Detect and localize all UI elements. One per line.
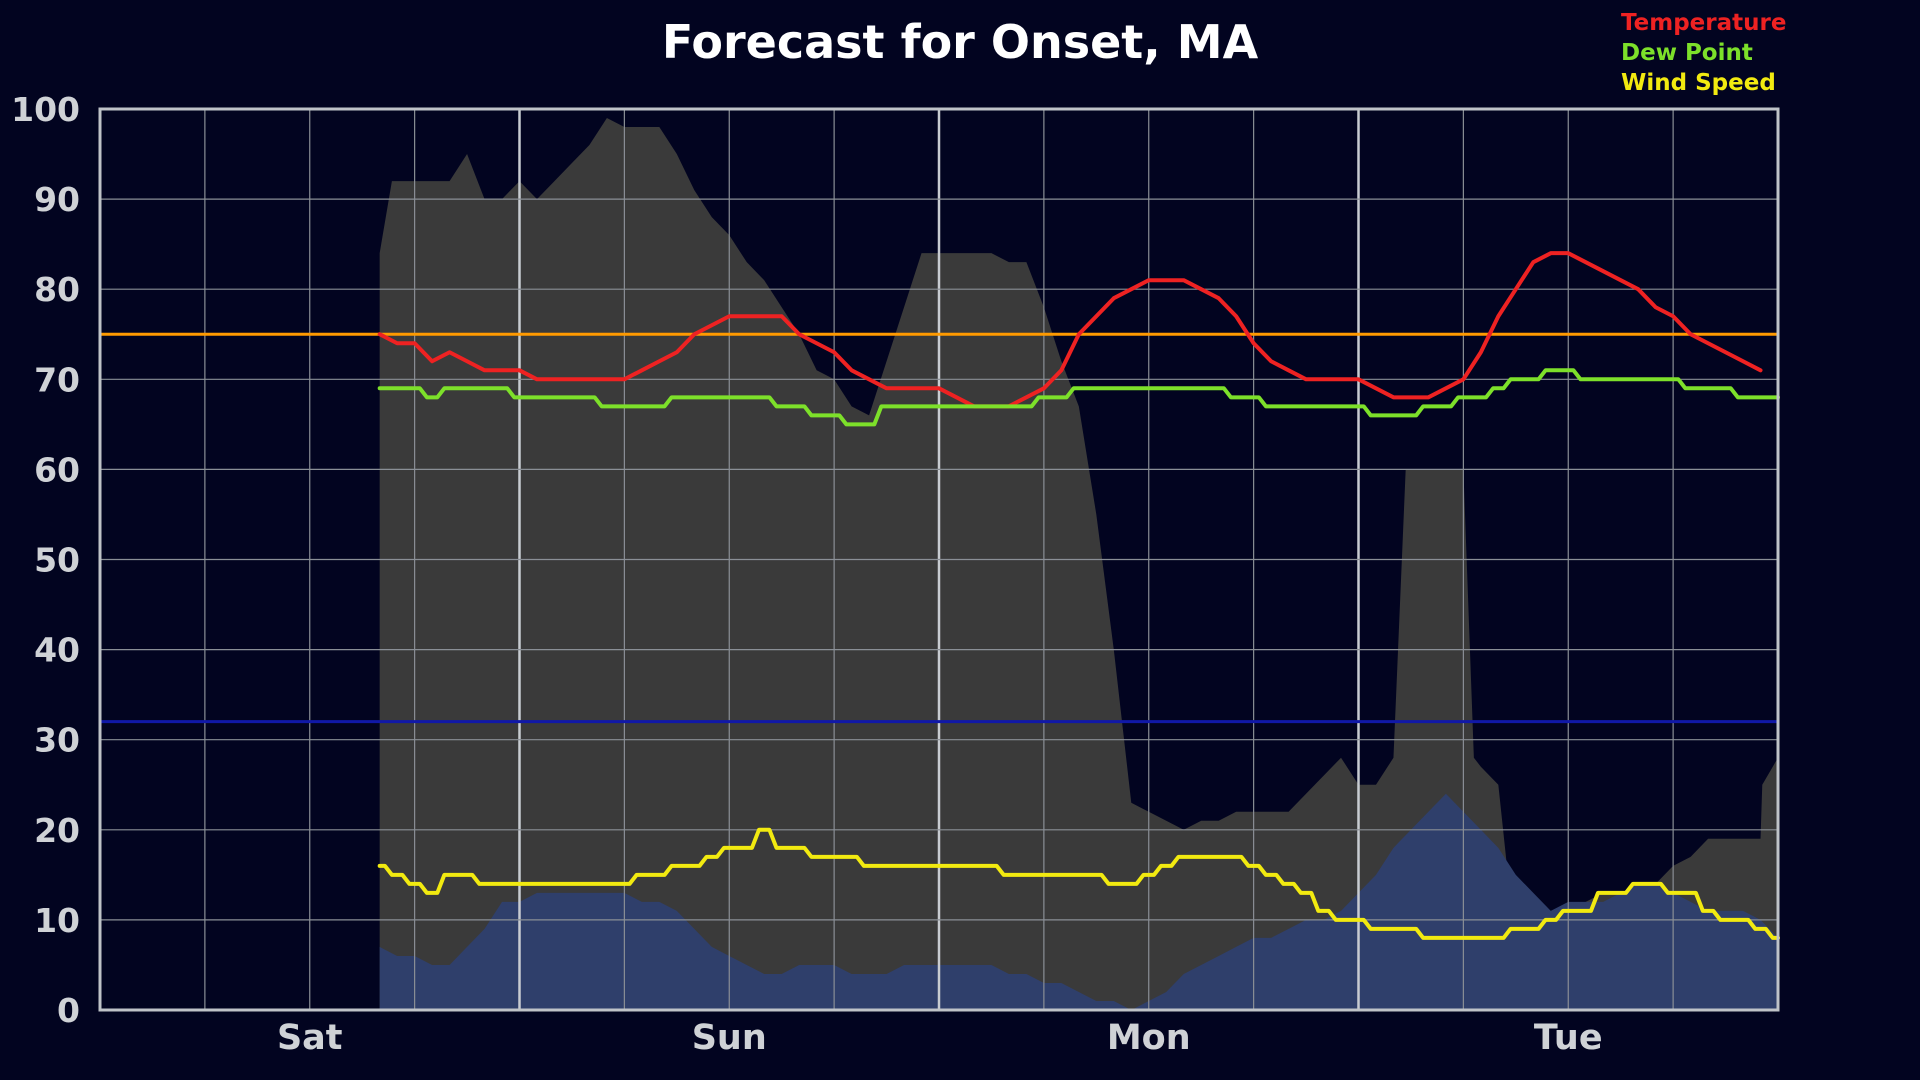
- y-tick-label: 20: [34, 811, 80, 850]
- y-tick-label: 0: [57, 991, 80, 1030]
- y-tick-label: 50: [34, 541, 80, 580]
- y-tick-label: 100: [11, 90, 80, 129]
- x-tick-label: Sat: [277, 1018, 343, 1058]
- x-axis-tick-labels: Sat Sun Mon Tue: [277, 1018, 1603, 1058]
- y-tick-label: 90: [34, 180, 80, 219]
- y-tick-label: 70: [34, 360, 80, 399]
- temperature-line: [377, 251, 1763, 409]
- y-axis-tick-labels: 0 10 20 30 40 50 60 70 80 90 100: [11, 90, 80, 1030]
- x-tick-label: Sun: [692, 1018, 767, 1058]
- legend-entry: Temperature: [1621, 10, 1786, 36]
- chart-title: Forecast for Onset, MA: [662, 15, 1259, 69]
- wind-speed-line: [377, 827, 1780, 940]
- y-tick-label: 80: [34, 270, 80, 309]
- legend: Temperature Dew Point Wind Speed: [1621, 10, 1786, 96]
- y-tick-label: 10: [34, 901, 80, 940]
- y-tick-label: 60: [34, 450, 80, 489]
- plot-frame: [98, 107, 1780, 1012]
- y-tick-label: 40: [34, 631, 80, 670]
- x-tick-label: Tue: [1534, 1018, 1603, 1058]
- legend-entry: Dew Point: [1621, 40, 1753, 66]
- y-tick-label: 30: [34, 721, 80, 760]
- legend-entry: Wind Speed: [1621, 70, 1776, 96]
- x-tick-label: Mon: [1107, 1018, 1191, 1058]
- grid-layer: [100, 109, 1778, 1010]
- dew-point-line: [377, 368, 1780, 427]
- series-lines: [377, 251, 1780, 940]
